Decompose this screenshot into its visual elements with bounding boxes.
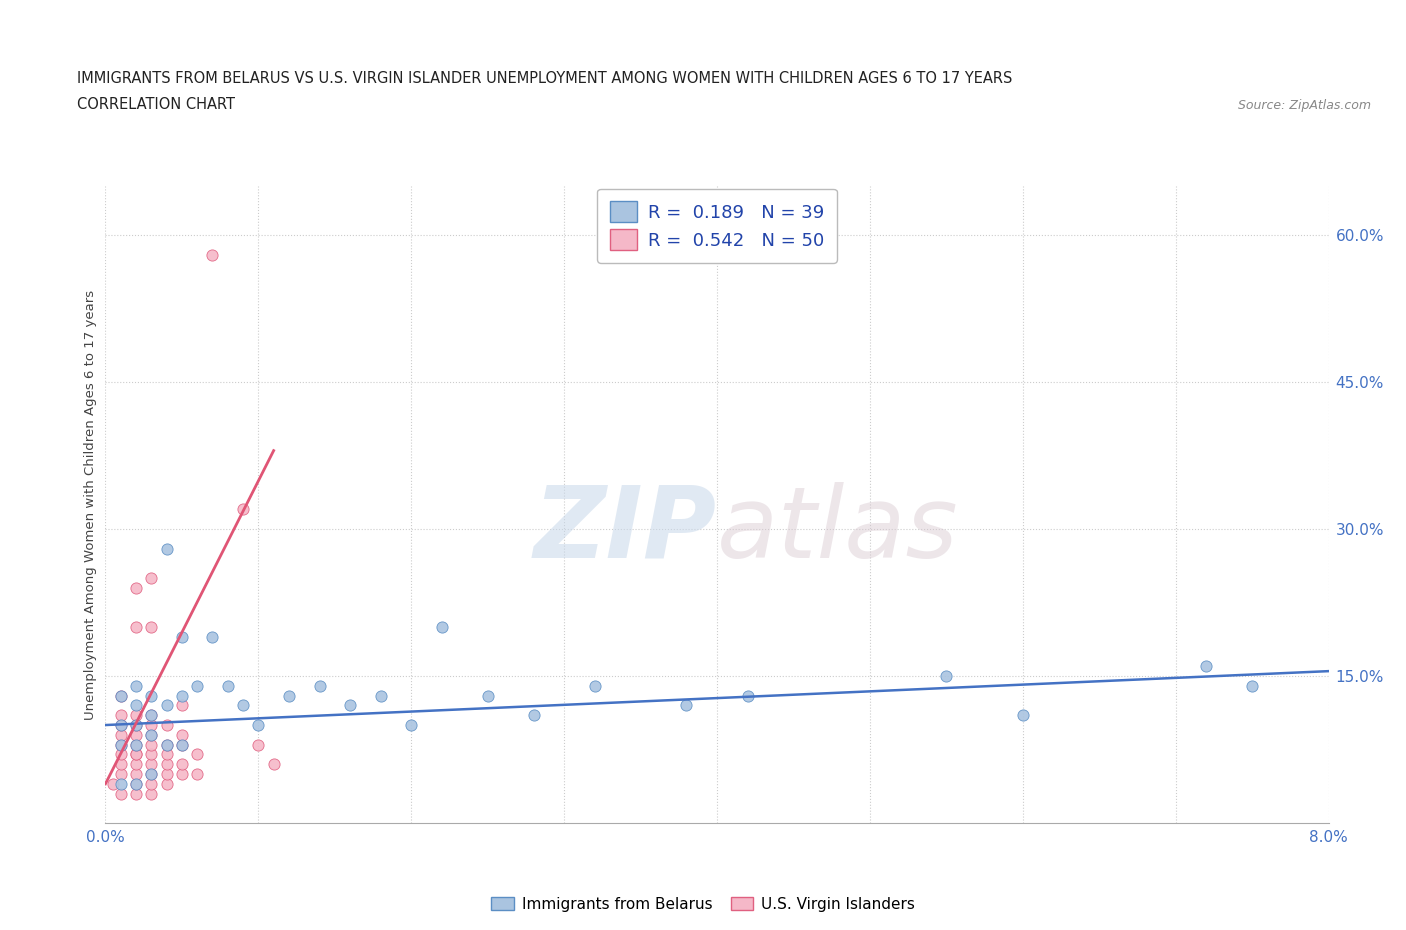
Legend: R =  0.189   N = 39, R =  0.542   N = 50: R = 0.189 N = 39, R = 0.542 N = 50: [598, 189, 837, 263]
Point: [141, 718, 163, 733]
Point: [125, 678, 148, 693]
Y-axis label: Unemployment Among Women with Children Ages 6 to 17 years: Unemployment Among Women with Children A…: [84, 289, 97, 720]
Point: [170, 766, 193, 781]
Point: [141, 747, 163, 762]
Point: [156, 718, 179, 733]
Point: [170, 688, 193, 703]
Text: ZIP: ZIP: [534, 482, 717, 578]
Point: [125, 580, 148, 595]
Point: [125, 747, 148, 762]
Point: [170, 630, 193, 644]
Legend: Immigrants from Belarus, U.S. Virgin Islanders: Immigrants from Belarus, U.S. Virgin Isl…: [485, 890, 921, 918]
Point: [1195, 658, 1218, 673]
Point: [141, 619, 163, 634]
Point: [141, 777, 163, 791]
Point: [141, 766, 163, 781]
Point: [101, 777, 124, 791]
Point: [170, 698, 193, 713]
Point: [125, 737, 148, 752]
Text: Source: ZipAtlas.com: Source: ZipAtlas.com: [1237, 99, 1371, 112]
Point: [201, 247, 224, 262]
Point: [110, 688, 132, 703]
Point: [110, 688, 132, 703]
Point: [170, 737, 193, 752]
Point: [370, 688, 392, 703]
Point: [156, 737, 179, 752]
Point: [935, 669, 957, 684]
Point: [141, 708, 163, 723]
Point: [156, 737, 179, 752]
Point: [156, 777, 179, 791]
Point: [110, 786, 132, 801]
Point: [170, 737, 193, 752]
Point: [170, 727, 193, 742]
Point: [125, 718, 148, 733]
Point: [125, 786, 148, 801]
Point: [125, 747, 148, 762]
Point: [125, 727, 148, 742]
Point: [141, 757, 163, 772]
Point: [110, 708, 132, 723]
Point: [232, 502, 254, 517]
Point: [232, 698, 254, 713]
Point: [170, 757, 193, 772]
Point: [583, 678, 606, 693]
Point: [247, 718, 270, 733]
Point: [477, 688, 499, 703]
Point: [339, 698, 361, 713]
Point: [125, 708, 148, 723]
Point: [125, 766, 148, 781]
Point: [1011, 708, 1033, 723]
Point: [523, 708, 546, 723]
Point: [125, 777, 148, 791]
Point: [156, 766, 179, 781]
Point: [263, 757, 285, 772]
Text: CORRELATION CHART: CORRELATION CHART: [77, 97, 235, 112]
Point: [675, 698, 697, 713]
Point: [141, 688, 163, 703]
Point: [110, 777, 132, 791]
Point: [186, 747, 208, 762]
Point: [1241, 678, 1264, 693]
Point: [737, 688, 759, 703]
Point: [186, 766, 208, 781]
Point: [125, 777, 148, 791]
Point: [141, 766, 163, 781]
Point: [217, 678, 239, 693]
Point: [125, 619, 148, 634]
Point: [110, 727, 132, 742]
Point: [110, 747, 132, 762]
Point: [141, 727, 163, 742]
Point: [308, 678, 330, 693]
Point: [247, 737, 270, 752]
Point: [125, 757, 148, 772]
Point: [278, 688, 301, 703]
Point: [110, 718, 132, 733]
Point: [110, 737, 132, 752]
Point: [156, 541, 179, 556]
Point: [125, 698, 148, 713]
Point: [141, 786, 163, 801]
Point: [430, 619, 453, 634]
Point: [141, 708, 163, 723]
Point: [141, 727, 163, 742]
Point: [401, 718, 423, 733]
Text: IMMIGRANTS FROM BELARUS VS U.S. VIRGIN ISLANDER UNEMPLOYMENT AMONG WOMEN WITH CH: IMMIGRANTS FROM BELARUS VS U.S. VIRGIN I…: [77, 71, 1012, 86]
Point: [110, 718, 132, 733]
Text: atlas: atlas: [717, 482, 959, 578]
Point: [125, 737, 148, 752]
Point: [110, 737, 132, 752]
Point: [186, 678, 208, 693]
Point: [141, 571, 163, 586]
Point: [110, 766, 132, 781]
Point: [201, 630, 224, 644]
Point: [156, 757, 179, 772]
Point: [110, 757, 132, 772]
Point: [141, 737, 163, 752]
Point: [125, 718, 148, 733]
Point: [156, 698, 179, 713]
Point: [156, 747, 179, 762]
